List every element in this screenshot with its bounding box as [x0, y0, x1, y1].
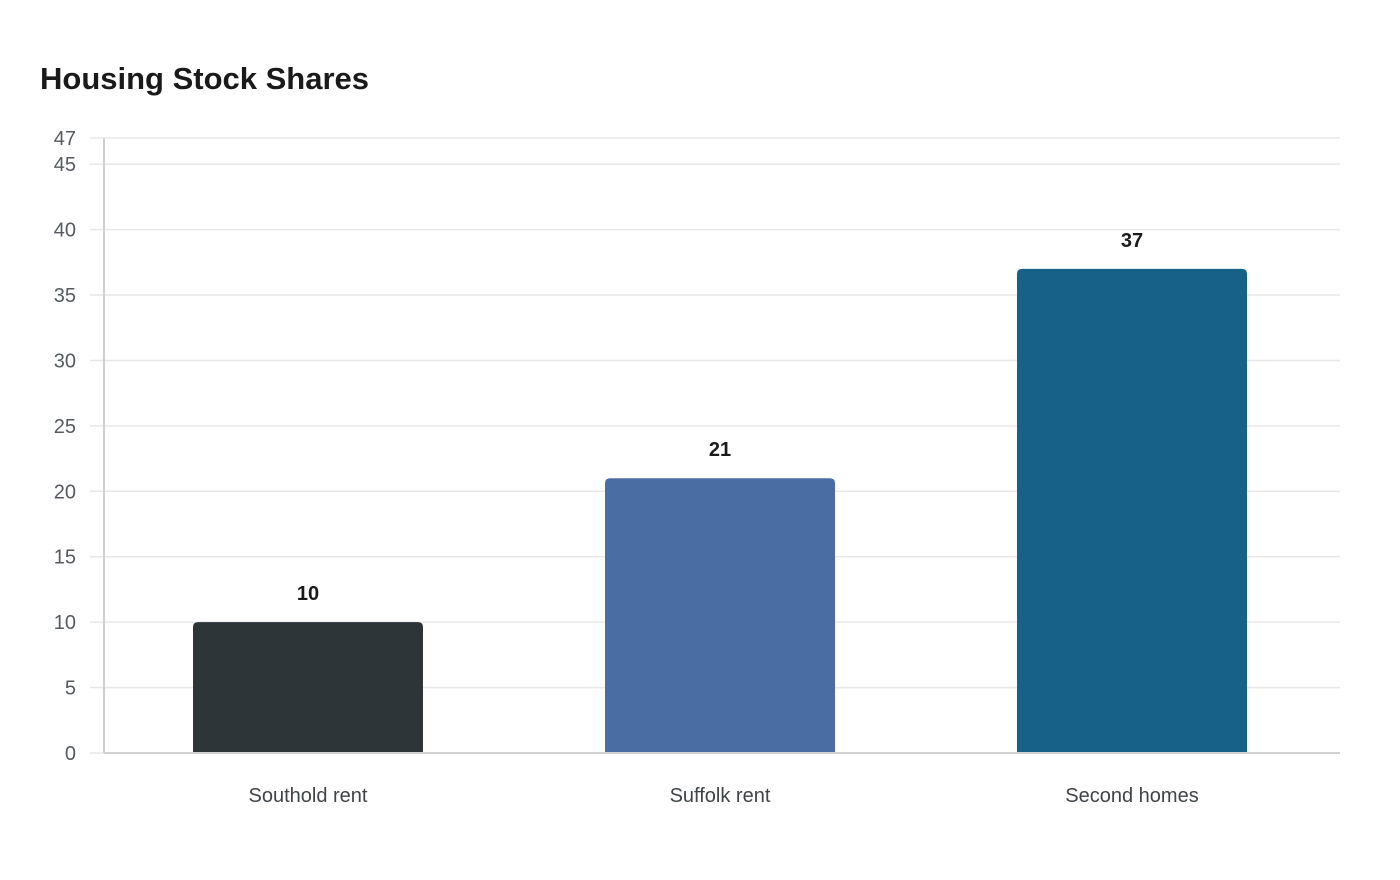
- y-tick-label-10: 10: [54, 612, 76, 634]
- bar-suffolk-rent: [605, 478, 835, 753]
- y-tick-label-25: 25: [54, 416, 76, 438]
- y-tick-label-35: 35: [54, 285, 76, 307]
- y-tick-label-0: 0: [65, 743, 76, 765]
- y-tick-label-20: 20: [54, 481, 76, 503]
- y-tick-label-47: 47: [54, 128, 76, 150]
- y-tick-label-40: 40: [54, 220, 76, 242]
- y-tick-label-15: 15: [54, 547, 76, 569]
- labels: 0 5 10 15 20 25 30 35 40 45 47 10 Southold rent 21 Suf…: [54, 128, 1199, 807]
- bar-southold-rent: [193, 622, 423, 753]
- data-label-second-homes: 37: [1121, 230, 1143, 252]
- axes: [103, 138, 1340, 754]
- x-tick-label-southold-rent: Southold rent: [249, 785, 368, 807]
- bar-second-homes: [1017, 268, 1247, 753]
- data-label-southold-rent: 10: [297, 583, 319, 605]
- x-tick-label-second-homes: Second homes: [1065, 785, 1198, 807]
- y-tick-label-45: 45: [54, 154, 76, 176]
- chart-title: Housing Stock Shares: [40, 61, 370, 96]
- y-tick-label-30: 30: [54, 350, 76, 372]
- x-tick-label-suffolk-rent: Suffolk rent: [670, 785, 771, 807]
- data-label-suffolk-rent: 21: [709, 439, 731, 461]
- y-tick-label-5: 5: [65, 678, 76, 700]
- bars: [193, 268, 1247, 753]
